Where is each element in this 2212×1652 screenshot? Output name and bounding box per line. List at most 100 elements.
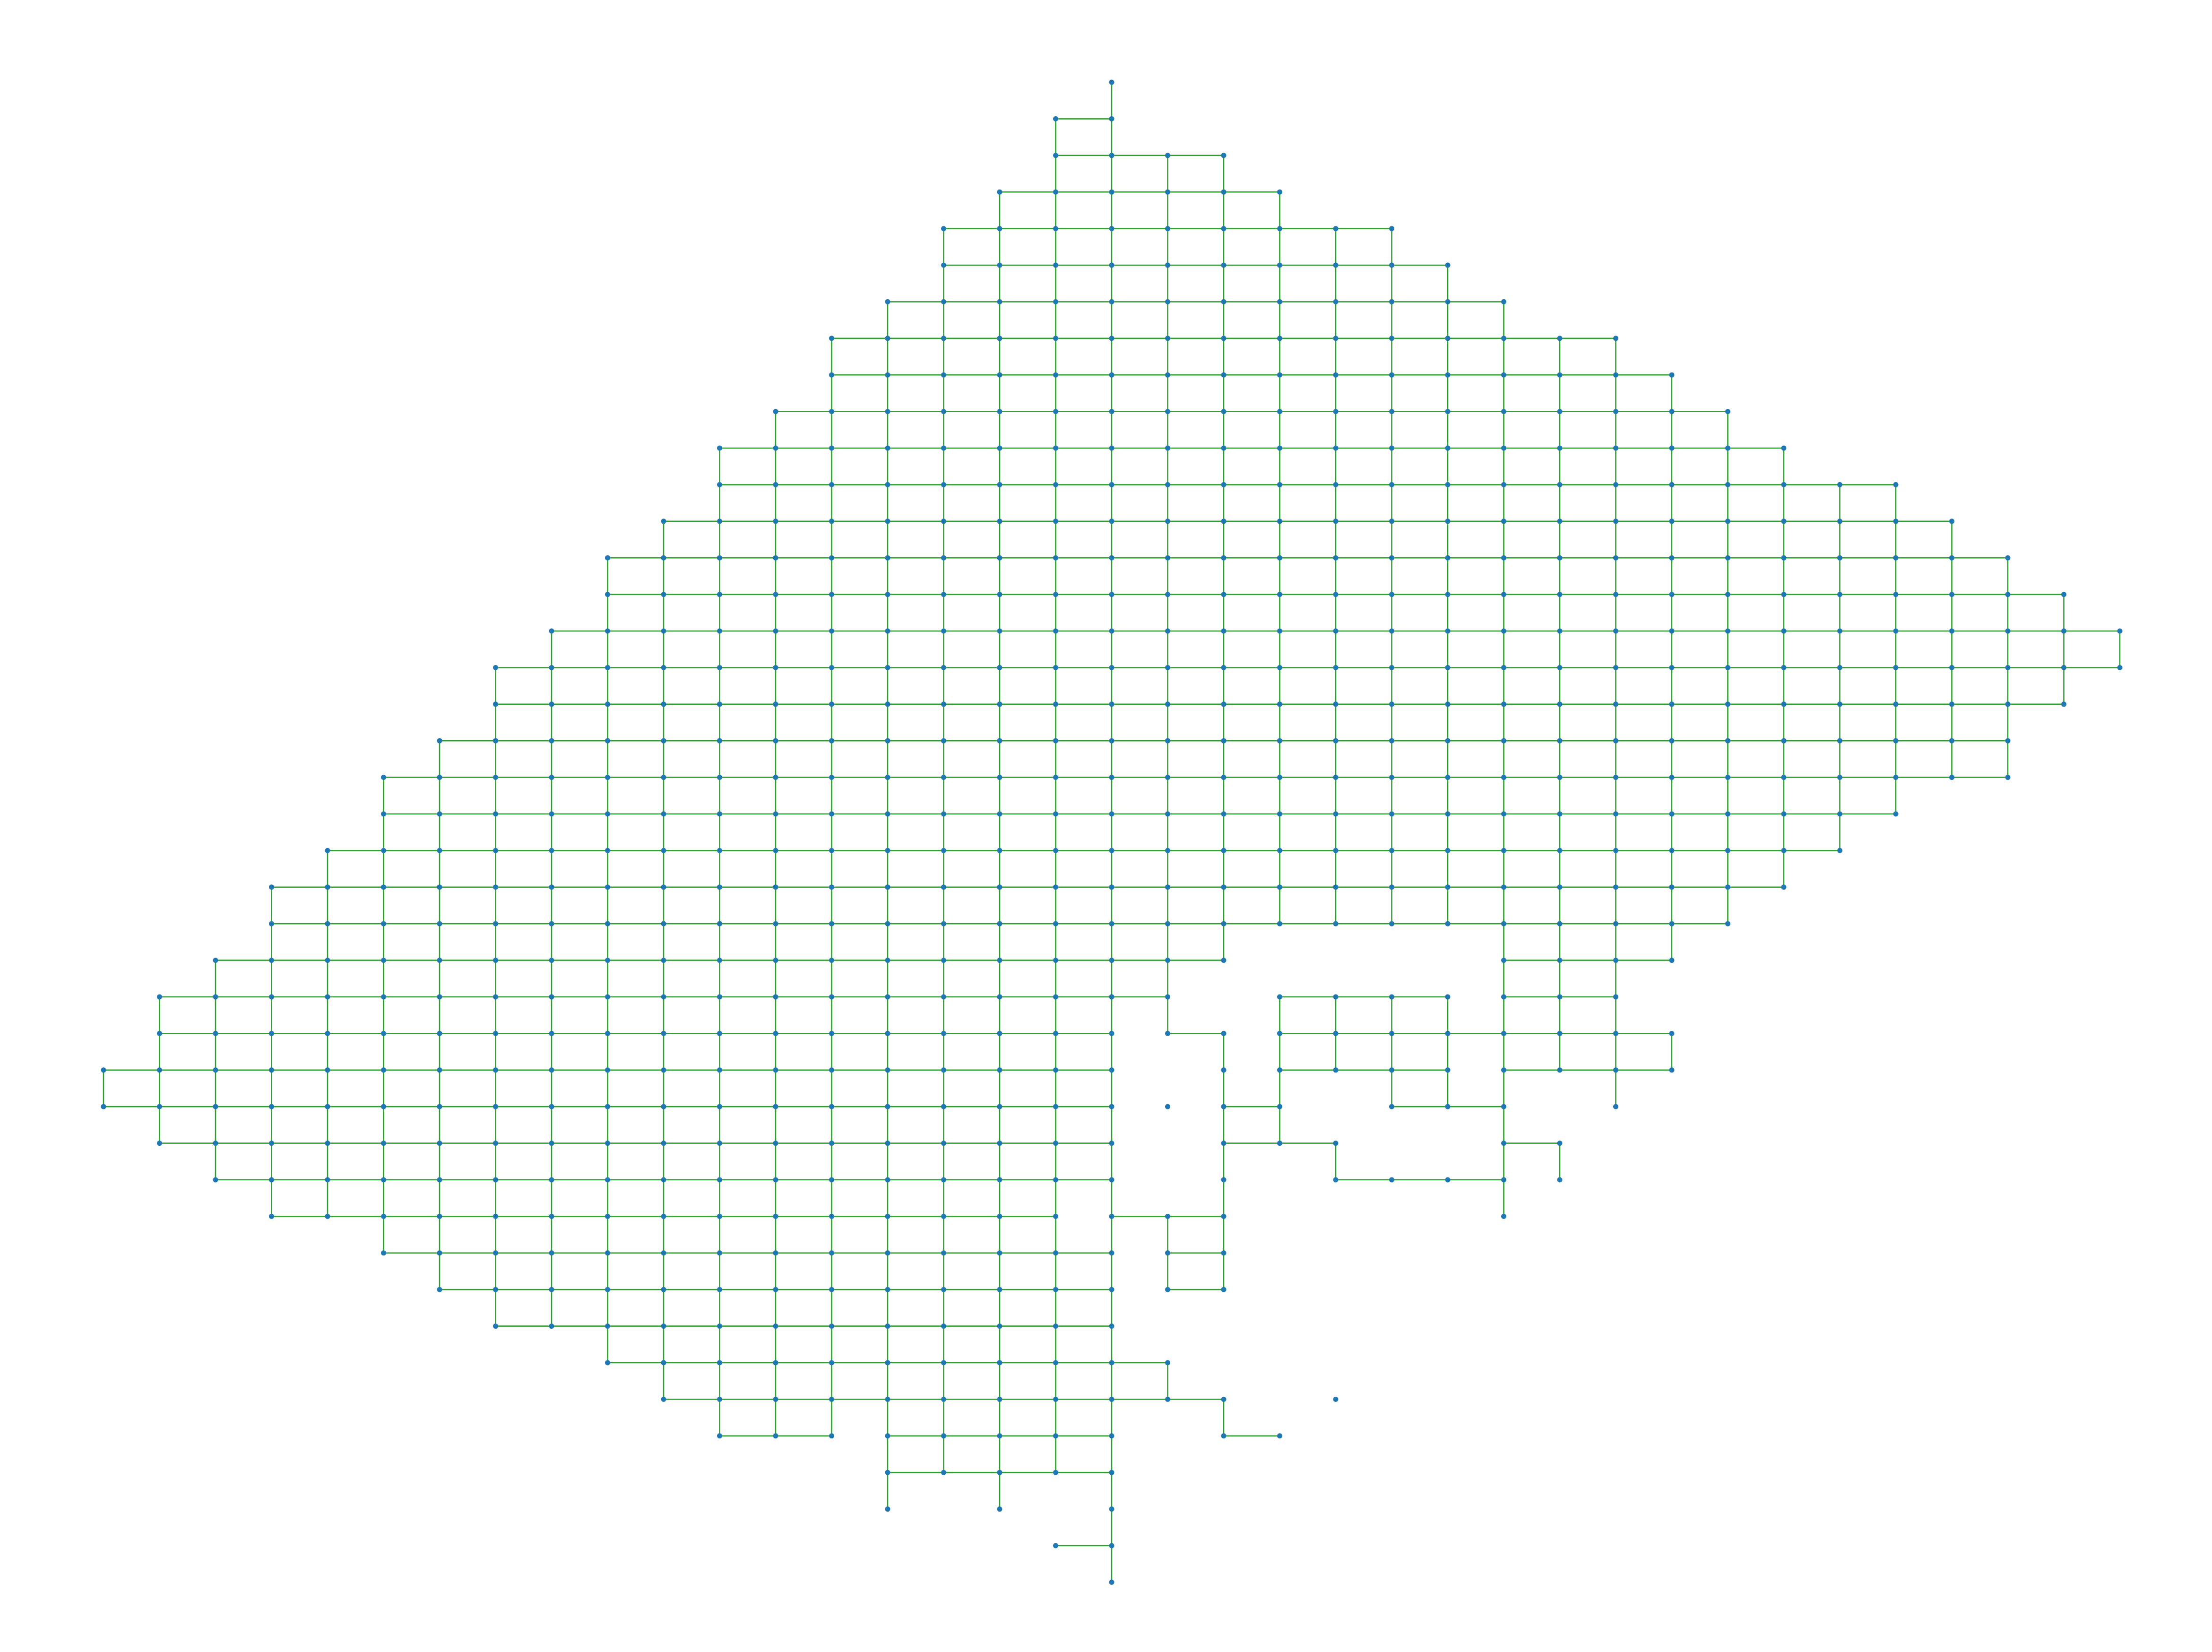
graph-node: [1557, 336, 1563, 341]
graph-node: [1669, 555, 1675, 561]
graph-node: [1109, 1543, 1115, 1548]
graph-node: [997, 775, 1002, 780]
graph-node: [1445, 921, 1451, 926]
graph-node: [1277, 1030, 1282, 1036]
graph-node: [1445, 592, 1451, 597]
graph-node: [1053, 884, 1058, 890]
graph-node: [1669, 372, 1675, 378]
graph-node: [1277, 372, 1282, 378]
graph-node: [885, 811, 890, 817]
graph-node: [1725, 665, 1730, 670]
graph-node: [1669, 592, 1675, 597]
graph-node: [885, 1360, 890, 1366]
graph-node: [829, 1104, 834, 1109]
graph-node: [941, 226, 946, 232]
graph-node: [829, 848, 834, 853]
graph-node: [885, 848, 890, 853]
graph-node: [2061, 665, 2066, 670]
graph-node: [1333, 299, 1339, 304]
graph-node: [493, 1177, 498, 1183]
graph-node: [605, 701, 610, 707]
graph-node: [1557, 482, 1563, 487]
graph-node: [381, 994, 386, 1000]
graph-node: [1613, 811, 1618, 817]
graph-node: [1109, 665, 1115, 670]
graph-node: [997, 1396, 1002, 1402]
graph-node: [1221, 1067, 1227, 1073]
graph-node: [1781, 665, 1787, 670]
graph-node: [773, 884, 778, 890]
graph-node: [605, 1360, 610, 1366]
graph-node: [493, 921, 498, 926]
graph-node: [1333, 1067, 1339, 1073]
graph-node: [1333, 555, 1339, 561]
graph-node: [941, 665, 946, 670]
graph-node: [1557, 811, 1563, 817]
graph-node: [1613, 848, 1618, 853]
graph-node: [1613, 409, 1618, 415]
graph-node: [773, 482, 778, 487]
graph-node: [717, 1141, 722, 1146]
graph-node: [1053, 189, 1058, 195]
graph-node: [997, 994, 1002, 1000]
graph-node: [1557, 848, 1563, 853]
graph-node: [661, 994, 666, 1000]
graph-node: [1445, 1067, 1451, 1073]
graph-node: [605, 1250, 610, 1256]
graph-node: [549, 701, 554, 707]
graph-node: [941, 958, 946, 963]
graph-node: [1501, 811, 1506, 817]
graph-node: [1221, 958, 1227, 963]
graph-node: [1389, 445, 1394, 451]
graph-node: [941, 445, 946, 451]
graph-node: [605, 1177, 610, 1183]
graph-node: [1221, 1104, 1227, 1109]
graph-node: [1501, 738, 1506, 744]
graph-node: [941, 1433, 946, 1439]
graph-node: [1613, 1104, 1618, 1109]
graph-node: [661, 1177, 666, 1183]
graph-node: [1557, 1030, 1563, 1036]
graph-node: [1557, 738, 1563, 744]
graph-node: [1109, 79, 1115, 85]
graph-node: [1165, 775, 1170, 780]
graph-node: [1165, 958, 1170, 963]
graph-node: [1501, 701, 1506, 707]
graph-node: [661, 884, 666, 890]
graph-node: [1053, 1177, 1058, 1183]
graph-node: [493, 1323, 498, 1329]
graph-node: [885, 1213, 890, 1219]
graph-node: [829, 1360, 834, 1366]
graph-node: [1389, 701, 1394, 707]
graph-node: [1277, 921, 1282, 926]
graph-node: [773, 628, 778, 634]
graph-node: [605, 1030, 610, 1036]
graph-node: [549, 1213, 554, 1219]
graph-node: [829, 958, 834, 963]
graph-node: [1501, 1177, 1506, 1183]
graph-node: [1613, 519, 1618, 524]
graph-node: [1221, 592, 1227, 597]
graph-node: [2005, 555, 2011, 561]
graph-node: [1781, 848, 1787, 853]
graph-node: [885, 994, 890, 1000]
graph-node: [885, 921, 890, 926]
graph-node: [1781, 811, 1787, 817]
graph-node: [157, 1030, 162, 1036]
graph-node: [325, 1067, 330, 1073]
graph-node: [1053, 665, 1058, 670]
graph-node: [605, 665, 610, 670]
graph-node: [1501, 482, 1506, 487]
graph-node: [997, 1250, 1002, 1256]
graph-node: [1501, 519, 1506, 524]
graph-node: [1277, 592, 1282, 597]
graph-node: [1277, 1433, 1282, 1439]
graph-node: [1837, 811, 1842, 817]
graph-node: [269, 921, 274, 926]
graph-node: [885, 1141, 890, 1146]
graph-node: [1389, 226, 1394, 232]
graph-node: [885, 1470, 890, 1475]
graph-node: [101, 1067, 106, 1073]
graph-node: [269, 1104, 274, 1109]
graph-node: [1445, 738, 1451, 744]
